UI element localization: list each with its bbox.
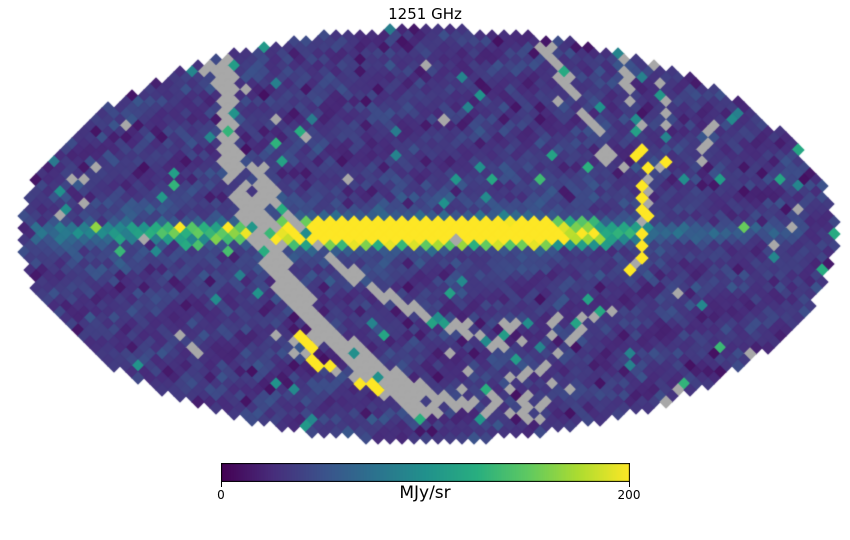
figure-title: 1251 GHz <box>388 5 462 23</box>
colorbar-min-label: 0 <box>217 488 225 502</box>
colorbar-gradient <box>221 463 630 482</box>
mollweide-map-canvas <box>0 0 850 455</box>
colorbar-tick <box>629 482 630 487</box>
colorbar-tick <box>221 482 222 487</box>
colorbar-unit-label: MJy/sr <box>399 483 451 503</box>
colorbar-max-label: 200 <box>617 488 641 502</box>
colorbar: 0 200 MJy/sr <box>0 0 850 503</box>
